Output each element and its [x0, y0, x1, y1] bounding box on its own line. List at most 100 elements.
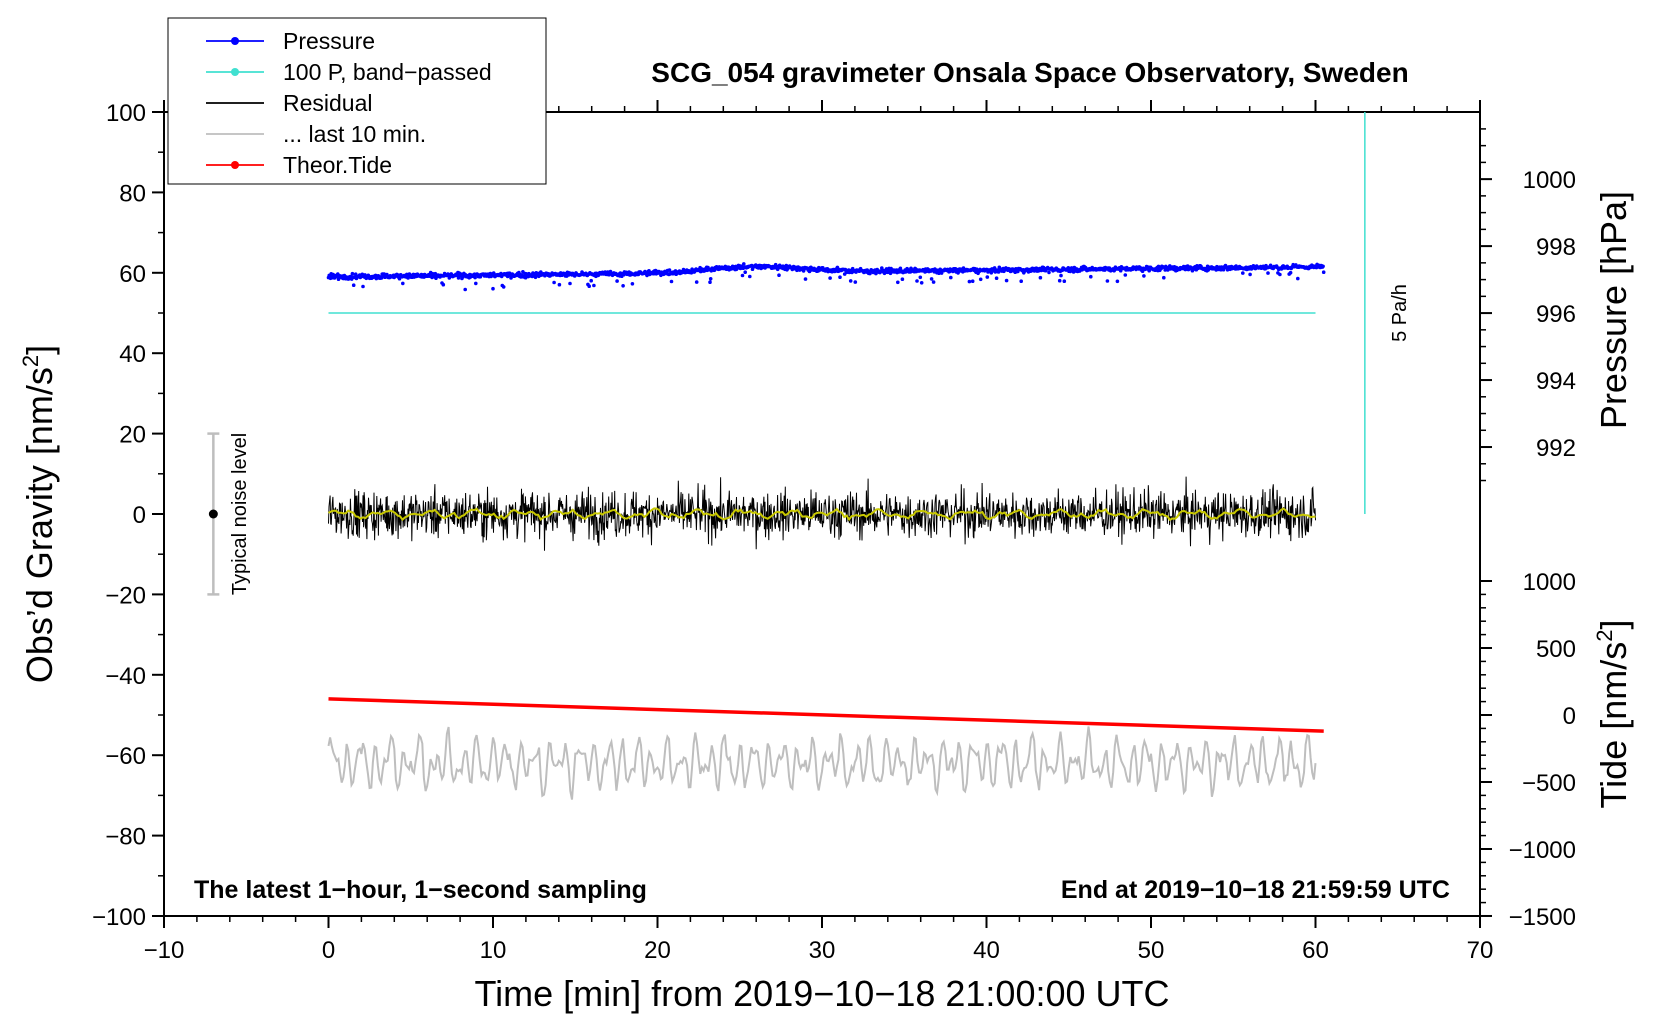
pressure-point	[568, 281, 572, 286]
legend-swatch-dot	[231, 161, 239, 169]
residual-line	[328, 476, 1316, 551]
annotation-end-time: End at 2019−10−18 21:59:59 UTC	[1061, 876, 1450, 904]
pressure-point	[474, 281, 478, 286]
noise-bar-center	[208, 509, 218, 519]
y-axis-label-gravity: Obs’d Gravity [nm/s2]	[18, 345, 60, 683]
pressure-point	[708, 280, 712, 285]
y-axis-label-pressure: Pressure [hPa]	[1593, 191, 1634, 429]
x-tick-label: 30	[809, 937, 836, 964]
legend-label: Pressure	[283, 28, 375, 54]
pressure-point	[592, 283, 596, 288]
x-tick-label: 40	[973, 937, 1000, 964]
pressure-point	[491, 286, 495, 291]
pressure-point	[1004, 278, 1009, 283]
pressure-point	[803, 277, 808, 281]
legend-box	[167, 17, 547, 185]
pressure-point	[848, 279, 853, 283]
noise-level-label: Typical noise level	[229, 433, 251, 595]
x-tick-label: 0	[322, 937, 335, 964]
x-tick-label: 70	[1467, 937, 1494, 964]
tide-tick-label: 500	[1536, 636, 1576, 663]
y-axis-label-gravity-sup: 2	[18, 355, 43, 367]
tide-tick-label: −500	[1522, 770, 1576, 797]
pressure-point	[473, 275, 477, 280]
legend-label: Residual	[283, 90, 373, 116]
pressure-point	[742, 262, 746, 266]
y-tick-label: −100	[92, 904, 146, 931]
pressure-point	[931, 280, 936, 284]
pressure-point	[784, 263, 789, 268]
tide-tick-label: 0	[1563, 703, 1576, 730]
pressure-point	[994, 276, 999, 281]
y-axis-label-tide-text: Tide [nm/s	[1593, 642, 1634, 809]
legend-label: Theor.Tide	[283, 152, 392, 178]
pressure-point	[1047, 270, 1051, 275]
pressure-point	[888, 271, 893, 276]
pressure-point	[1296, 276, 1300, 281]
pressure-point	[1266, 271, 1270, 275]
pressure-point	[1142, 274, 1146, 278]
pressure-point	[918, 275, 923, 280]
pressure-point	[552, 280, 556, 285]
pressure-point	[363, 273, 367, 277]
y-tick-label: −60	[105, 743, 146, 770]
pressure-point	[896, 280, 900, 285]
pressure-tick-label: 996	[1536, 301, 1576, 328]
y-tick-label: 80	[119, 180, 146, 207]
legend-swatch-dot	[231, 37, 239, 45]
pressure-tick-label: 992	[1536, 435, 1576, 462]
legend-swatch-dot	[231, 68, 239, 76]
pressure-point	[1019, 279, 1023, 284]
pressure-point	[1062, 279, 1067, 284]
pressure-point	[777, 273, 781, 278]
y-tick-label: −80	[105, 824, 146, 851]
pressure-point	[1248, 272, 1252, 277]
pressure-point	[434, 276, 438, 281]
pressure-point	[1059, 273, 1063, 278]
pressure-point	[630, 282, 635, 286]
scale-bar-label: 5 Pa/h	[1389, 284, 1411, 342]
pressure-point	[587, 284, 591, 289]
y-axis-label-gravity-text: Obs’d Gravity [nm/s	[19, 367, 60, 683]
last-10-min-line	[327, 726, 1317, 800]
pressure-point	[1105, 279, 1110, 283]
tide-tick-label: 1000	[1523, 569, 1576, 596]
pressure-point	[501, 285, 506, 289]
pressure-point	[447, 276, 452, 280]
pressure-point	[1123, 273, 1128, 277]
pressure-point	[1321, 270, 1326, 275]
y-tick-label: 40	[119, 341, 146, 368]
axes-layer: −10 0 10 20 30 40 50 60 70100806040200−20−40−60−…	[92, 100, 1576, 964]
legend-entries: Pressure 100 P, band−passed Residual ... la…	[206, 28, 492, 178]
pressure-point	[1089, 274, 1093, 279]
x-tick-label: 10	[480, 937, 507, 964]
pressure-point	[382, 272, 387, 276]
pressure-tick-label: 998	[1536, 234, 1576, 261]
y-tick-label: −40	[105, 663, 146, 690]
legend-label: 100 P, band−passed	[283, 59, 492, 85]
y-tick-label: 100	[106, 100, 146, 127]
pressure-point	[949, 275, 953, 280]
annotation-sampling: The latest 1−hour, 1−second sampling	[194, 876, 647, 904]
pressure-point	[919, 281, 924, 285]
pressure-point	[970, 279, 975, 284]
y-axis-label-tide-close: ]	[1593, 620, 1634, 630]
pressure-point	[669, 279, 674, 284]
pressure-point	[853, 280, 858, 284]
y-axis-label-gravity-close: ]	[19, 345, 60, 355]
theoretical-tide-line	[328, 697, 1324, 733]
x-tick-label: 20	[644, 937, 671, 964]
y-tick-label: 60	[119, 261, 146, 288]
pressure-point	[828, 276, 832, 280]
pressure-point	[621, 284, 625, 288]
pressure-point	[967, 279, 972, 284]
pressure-point	[838, 275, 842, 280]
pressure-point	[350, 271, 355, 276]
pressure-point	[401, 281, 405, 286]
pressure-point	[353, 272, 358, 277]
pressure-point	[589, 278, 593, 283]
pressure-point	[900, 277, 905, 282]
pressure-point	[1115, 279, 1120, 284]
pressure-point	[1038, 275, 1043, 280]
